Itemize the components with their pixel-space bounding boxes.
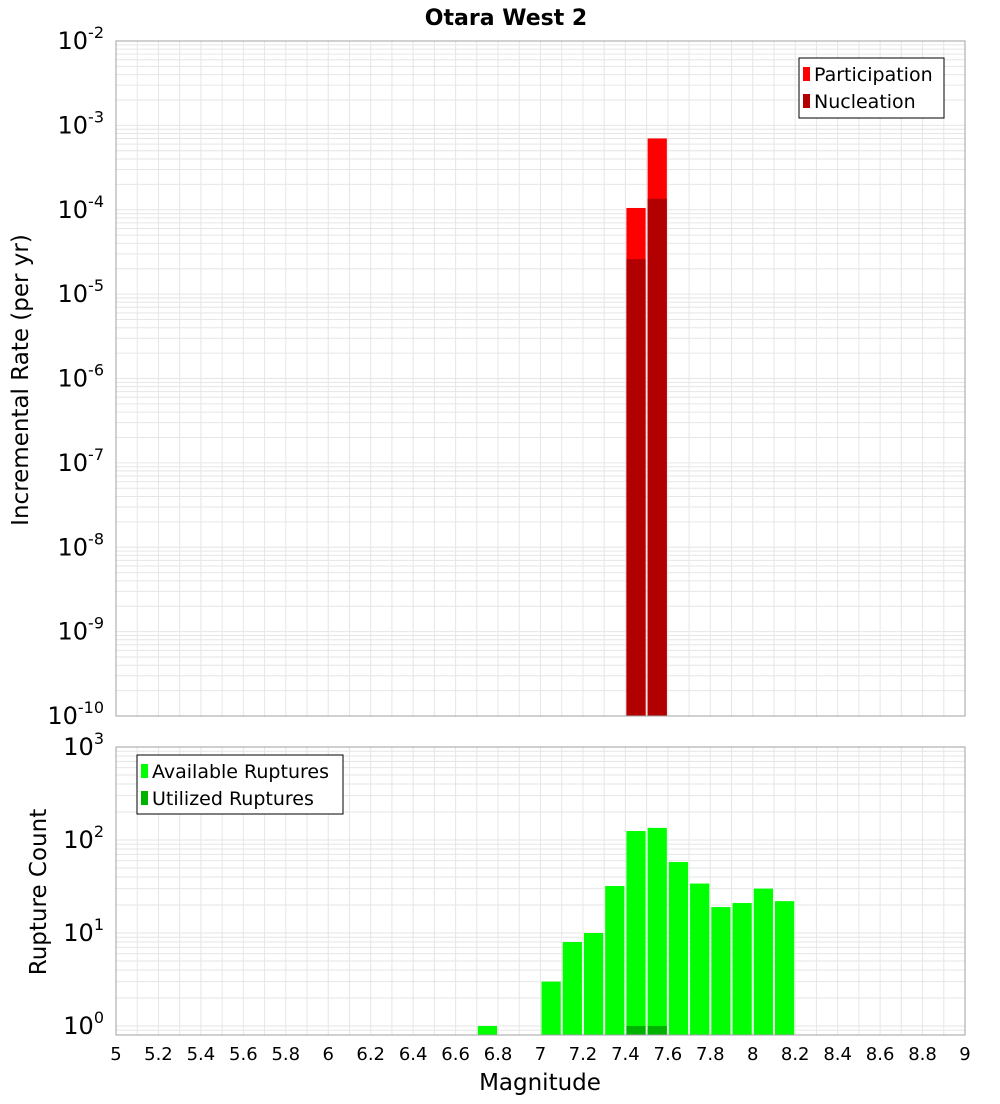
bar-available-ruptures [774,901,795,1035]
legend-box [136,754,344,815]
x-tick-label: 9 [959,1044,970,1065]
bar-available-ruptures [583,932,604,1035]
legend-label: Utilized Ruptures [152,788,314,810]
bottom-y-axis-label: Rupture Count [26,809,52,975]
legend-swatch [803,94,810,108]
y-tick-label: 100 [63,1008,104,1040]
bar-available-ruptures [477,1025,498,1035]
legend-swatch [803,67,810,81]
x-tick-label: 7 [535,1044,546,1065]
y-tick-label: 10-7 [58,445,105,477]
bar-utilized-ruptures [626,1025,646,1035]
x-tick-label: 8.6 [866,1044,895,1065]
chart-title: Otara West 2 [425,6,587,31]
x-tick-label: 7.2 [569,1044,598,1065]
x-tick-label: 5.4 [187,1044,216,1065]
plot-frame [115,746,966,1036]
legend-label: Participation [814,64,933,86]
y-tick-label: 103 [63,729,104,761]
x-tick-label: 6.8 [484,1044,513,1065]
legend: Available Ruptures Utilized Ruptures [136,754,344,815]
x-tick-label: 7.4 [611,1044,640,1065]
bar-available-ruptures [668,861,689,1035]
x-tick-label: 6 [323,1044,334,1065]
legend: Participation Nucleation [798,57,945,119]
x-tick-label: 5.8 [271,1044,300,1065]
x-tick-label: 8.4 [823,1044,852,1065]
y-tick-label: 10-2 [58,23,105,55]
y-tick-label: 10-3 [58,107,105,139]
y-tick-label: 10-6 [58,361,105,393]
bar-available-ruptures [562,942,582,1035]
bar-utilized-ruptures [647,1025,667,1035]
x-tick-label: 7.8 [696,1044,725,1065]
y-tick-label: 10-10 [47,698,104,730]
plot-panel-1: 10-10 10-9 10-8 10-7 10-6 10-5 10-4 10-3 10-2 Par… [47,23,966,730]
legend-swatch [141,764,148,778]
plot-frame [115,40,966,717]
y-tick-label: 10-4 [58,192,105,224]
bar-available-ruptures [541,981,561,1035]
x-tick-label: 5 [110,1044,121,1065]
bar-nucleation [647,198,667,717]
legend-swatch [141,791,148,805]
x-tick-label: 5.2 [144,1044,173,1065]
y-tick-label: 10-9 [58,614,105,646]
y-tick-label: 10-8 [58,529,105,561]
bar-nucleation [626,259,646,716]
y-tick-label: 102 [63,822,104,854]
x-tick-label: 6.4 [399,1044,428,1065]
x-tick-label: 5.6 [229,1044,258,1065]
bar-available-ruptures [647,827,667,1035]
x-axis-label: Magnitude [479,1070,601,1096]
legend-box [798,57,945,119]
bar-available-ruptures [711,907,731,1035]
x-tick-label: 8.2 [781,1044,810,1065]
legend-label: Available Ruptures [152,761,329,783]
legend-label: Nucleation [814,91,916,113]
top-y-axis-label: Incremental Rate (per yr) [8,234,34,526]
x-tick-label: 8.8 [908,1044,937,1065]
bar-available-ruptures [732,903,752,1035]
bar-available-ruptures [753,888,773,1035]
x-tick-label: 6.6 [441,1044,470,1065]
x-tick-label: 8 [747,1044,758,1065]
y-tick-label: 10-5 [58,276,105,308]
x-tick-label: 6.2 [356,1044,385,1065]
plot-panel-2: 100 101 102 103 5 5.2 5.4 5.6 5.8 6 6.2 6.4 6.6 6.8 7 7… [63,729,970,1065]
bar-available-ruptures [605,886,625,1035]
bar-available-ruptures [690,883,710,1035]
y-tick-label: 101 [63,915,104,947]
bar-available-ruptures [626,830,646,1035]
x-tick-label: 7.6 [654,1044,683,1065]
